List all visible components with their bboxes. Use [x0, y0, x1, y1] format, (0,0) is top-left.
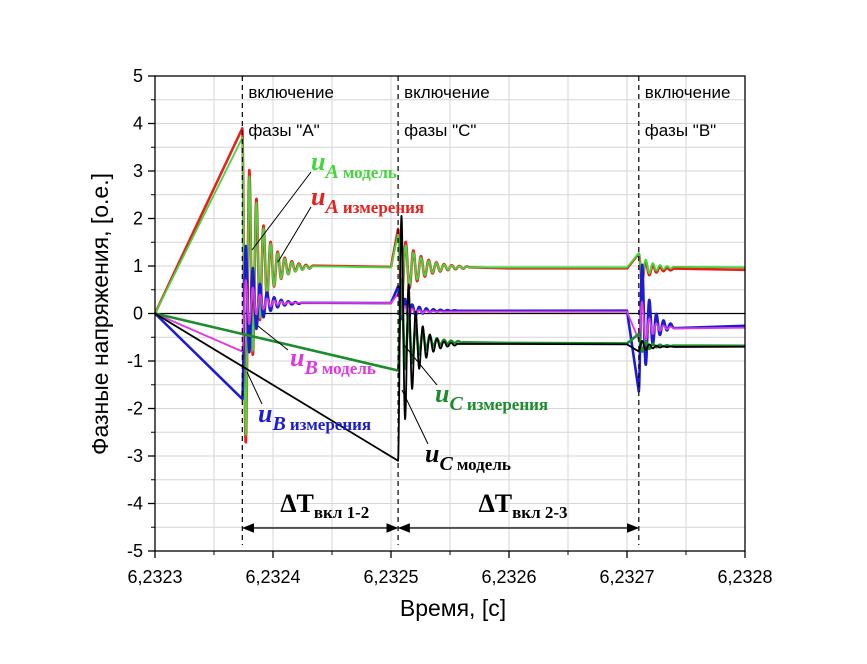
- event-label-line1: включение: [404, 83, 490, 102]
- interval-label: ΔTвкл 2-3: [478, 489, 567, 522]
- y-axis-title: Фазные напряжения, [о.е.]: [87, 173, 113, 455]
- series-label-uB_model: uB модель: [290, 343, 376, 379]
- y-tick-label: 2: [133, 209, 143, 229]
- series-line-uB_model: [154, 279, 746, 353]
- series-label-uC_meas: uC измерения: [435, 379, 548, 415]
- series-label-word: модель: [322, 359, 376, 378]
- axes: 6,2323 6,2324 6,2325 6,2326 6,2327 6,2328 5 4 3 2…: [127, 66, 773, 587]
- series-label-sub: B: [303, 357, 317, 379]
- series-label-sub: A: [323, 161, 338, 183]
- y-tick-label: -2: [127, 399, 143, 419]
- y-tick-label: -5: [127, 541, 143, 561]
- event-label-line2: фазы "A": [248, 121, 319, 140]
- series-label-word: модель: [457, 455, 511, 474]
- y-tick-label: 0: [133, 304, 143, 324]
- series-line-uA_model: [154, 136, 746, 436]
- interval-label-sub: вкл 1-2: [314, 503, 369, 522]
- y-tick-label: -1: [127, 351, 143, 371]
- y-tick-label: 5: [133, 66, 143, 86]
- series-label-sub: A: [323, 196, 338, 218]
- x-tick-label: 6,2325: [363, 567, 418, 587]
- event-label-line2: фазы "B": [645, 121, 716, 140]
- label-leader: [403, 344, 438, 386]
- label-leader: [401, 389, 429, 445]
- series-layer: [153, 126, 746, 462]
- series-label-word: измерения: [290, 415, 371, 434]
- series-label-sub: B: [271, 413, 285, 435]
- series-label-uA_model: uA модель: [311, 147, 397, 183]
- y-tick-label: -4: [127, 494, 143, 514]
- series-label-uA_meas: uA измерения: [311, 182, 424, 218]
- series-label-word: измерения: [343, 198, 424, 217]
- y-tick-label: 4: [133, 114, 143, 134]
- x-tick-label: 6,2323: [127, 567, 182, 587]
- label-leader: [251, 171, 312, 251]
- x-tick-label: 6,2327: [599, 567, 654, 587]
- interval-label-sub: вкл 2-3: [512, 503, 567, 522]
- y-tick-label: 1: [133, 256, 143, 276]
- x-tick-label: 6,2324: [245, 567, 300, 587]
- x-tick-label: 6,2326: [481, 567, 536, 587]
- event-markers: включение фазы "A" включение фазы "C" включе…: [241, 76, 731, 545]
- series-label-main: u: [258, 399, 272, 428]
- series-label-main: u: [311, 147, 325, 176]
- series-line-uC_model: [154, 214, 746, 462]
- series-label-uC_model: uC модель: [425, 439, 511, 475]
- x-tick-label: 6,2328: [717, 567, 772, 587]
- label-leader: [257, 325, 289, 351]
- series-label-main: u: [311, 182, 325, 211]
- event-label-line1: включение: [645, 83, 731, 102]
- series-label-sub: C: [439, 453, 453, 475]
- x-axis-title: Время, [с]: [400, 595, 506, 621]
- event-label-line1: включение: [248, 83, 334, 102]
- series-label-sub: C: [449, 393, 463, 415]
- interval-label-main: ΔT: [478, 489, 512, 518]
- grid: [155, 76, 745, 551]
- interval-label: ΔTвкл 1-2: [280, 489, 369, 522]
- label-leader: [277, 206, 312, 263]
- series-label-word: измерения: [467, 395, 548, 414]
- label-leader: [246, 371, 263, 405]
- series-label-main: u: [290, 343, 304, 372]
- series-label-main: u: [425, 439, 439, 468]
- series-label-uB_meas: uB измерения: [258, 399, 371, 435]
- interval-label-main: ΔT: [280, 489, 314, 518]
- y-tick-label: 3: [133, 161, 143, 181]
- series-label-word: модель: [343, 163, 397, 182]
- series-label-main: u: [435, 379, 449, 408]
- y-tick-label: -3: [127, 446, 143, 466]
- event-label-line2: фазы "C": [404, 121, 476, 140]
